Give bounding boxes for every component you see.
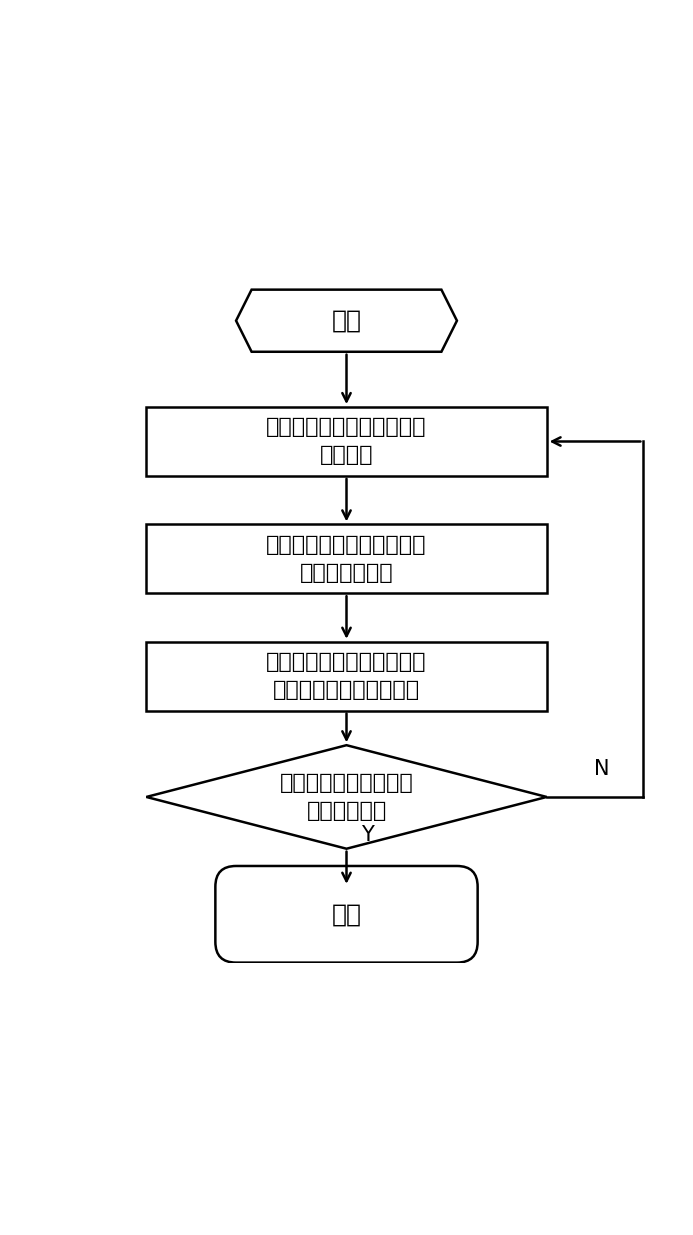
- Text: 分别对该通道的采集通道和
自诊断通道进行验证测试: 分别对该通道的采集通道和 自诊断通道进行验证测试: [266, 652, 427, 700]
- Text: 该模拟量输入模块通道
是否校准完成: 该模拟量输入模块通道 是否校准完成: [279, 773, 414, 821]
- FancyBboxPatch shape: [216, 866, 477, 962]
- Text: 选择一通道进行采集通道交
互式校准: 选择一通道进行采集通道交 互式校准: [266, 417, 427, 466]
- Text: N: N: [594, 760, 610, 779]
- Polygon shape: [236, 290, 457, 352]
- Text: Y: Y: [361, 825, 374, 845]
- FancyBboxPatch shape: [146, 525, 547, 593]
- Text: 结束: 结束: [331, 903, 362, 926]
- FancyBboxPatch shape: [146, 408, 547, 475]
- Text: 采集通道校准完成后，进行
自诊断通道校准: 采集通道校准完成后，进行 自诊断通道校准: [266, 535, 427, 583]
- FancyBboxPatch shape: [146, 642, 547, 710]
- Text: 开始: 开始: [331, 309, 362, 332]
- Polygon shape: [146, 745, 547, 848]
